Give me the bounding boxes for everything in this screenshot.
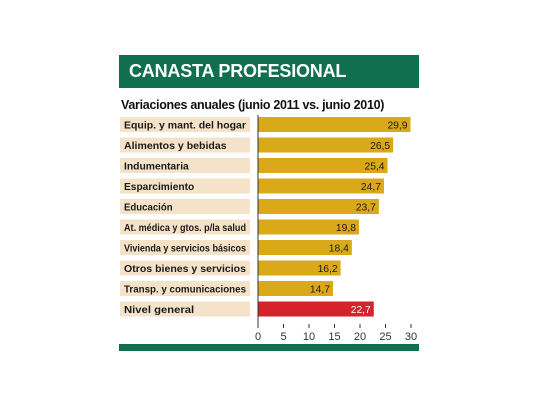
bar <box>258 281 333 296</box>
bar <box>258 219 359 235</box>
category-label-bg <box>120 240 250 255</box>
category-labels: Equip. y mant. del hogar Alimentos y bebi… <box>120 117 250 317</box>
category-label: Alimentos y bebidas <box>124 141 227 152</box>
category-label: Nivel general <box>124 305 194 316</box>
bar <box>258 260 341 276</box>
category-label-bg <box>120 219 250 235</box>
data-label: 16,2 <box>318 264 338 275</box>
data-label: 22,7 <box>351 305 371 316</box>
x-tick-label: 10 <box>303 331 315 343</box>
category-label: Esparcimiento <box>124 182 194 193</box>
category-label-bg <box>120 117 250 132</box>
x-tick-label: 30 <box>405 331 417 343</box>
bar <box>258 117 411 132</box>
data-label: 23,7 <box>356 202 376 213</box>
x-tick-label: 0 <box>255 331 261 343</box>
bar <box>258 137 394 153</box>
category-label-bg <box>120 178 250 194</box>
category-label: Equip. y mant. del hogar <box>124 120 246 131</box>
data-label: 14,7 <box>310 284 330 295</box>
chart-header: CANASTA PROFESIONAL <box>119 55 419 88</box>
footer-bar <box>119 344 419 351</box>
bar <box>258 301 374 317</box>
category-label: Vivienda y servicios básicos <box>124 243 246 254</box>
category-label-bg <box>120 199 250 214</box>
data-label: 18,4 <box>329 243 349 254</box>
data-label: 19,8 <box>336 223 356 234</box>
category-label: Indumentaria <box>124 161 189 172</box>
category-label: At. médica y gtos. p/la salud <box>124 223 246 234</box>
bar <box>258 178 384 194</box>
x-tick-label: 20 <box>354 331 366 343</box>
category-label: Educación <box>124 202 173 213</box>
chart-title: CANASTA PROFESIONAL <box>129 61 347 81</box>
data-label: 29,9 <box>387 120 407 131</box>
category-label-bg <box>120 158 250 173</box>
category-label: Otros bienes y servicios <box>124 264 246 275</box>
bars: 29,9 26,5 25,4 24,7 23,719,8 18,4 16,2 14,7 22,7 <box>258 117 411 317</box>
category-label-bg <box>120 281 250 296</box>
bar <box>258 158 388 173</box>
category-label-bg <box>120 260 250 276</box>
category-label: Transp. y comunicaciones <box>124 284 246 295</box>
x-tick-label: 5 <box>280 331 286 343</box>
x-tick-label: 25 <box>379 331 391 343</box>
data-label: 25,4 <box>364 161 384 172</box>
bar <box>258 240 352 255</box>
chart-subtitle: Variaciones anuales (junio 2011 vs. juni… <box>121 98 385 112</box>
data-label: 24,7 <box>361 182 381 193</box>
data-label: 26,5 <box>370 141 390 152</box>
bar <box>258 199 379 214</box>
category-label-bg <box>120 137 250 153</box>
x-axis: 0 5 10 15 20 25 30 <box>255 115 417 343</box>
category-label-bg <box>120 301 250 317</box>
x-tick-label: 15 <box>328 331 340 343</box>
